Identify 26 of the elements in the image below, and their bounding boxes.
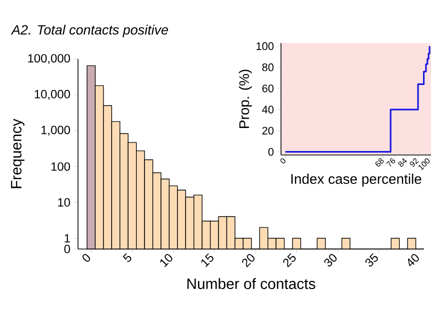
y-tick-label: 0 <box>268 148 274 156</box>
y-tick-label: 10 <box>58 198 70 207</box>
y-axis-title: Prop. (%) <box>238 70 252 128</box>
x-tick-label: 40 <box>408 254 419 266</box>
y-tick-label: 10,000 <box>34 90 70 100</box>
x-axis-title: Index case percentile <box>291 174 422 187</box>
y-tick-label: 100 <box>256 42 274 50</box>
y-tick-label: 20 <box>262 126 274 135</box>
x-tick-label: 5 <box>122 253 132 262</box>
y-tick-label: 1,000 <box>41 126 70 136</box>
y-tick-label: 60 <box>262 84 274 92</box>
x-tick-label: 0 <box>82 254 90 262</box>
y-tick-label: 0 <box>64 244 70 254</box>
x-axis-title: Number of contacts <box>187 278 316 290</box>
y-axis-title: Frequency <box>11 118 24 188</box>
x-tick-label: 20 <box>242 254 254 268</box>
y-tick-label: 100,000 <box>28 54 70 64</box>
x-tick-label: 30 <box>324 254 337 267</box>
y-tick-label: 40 <box>262 106 274 114</box>
y-tick-label: 80 <box>262 63 274 72</box>
x-tick-label: 15 <box>201 253 214 268</box>
x-tick-label: 10 <box>160 254 172 268</box>
y-tick-label: 1 <box>64 234 70 242</box>
x-tick-label: 35 <box>365 253 378 267</box>
x-tick-label: 25 <box>283 253 296 268</box>
chart-title: A2. Total contacts positive <box>10 24 168 38</box>
